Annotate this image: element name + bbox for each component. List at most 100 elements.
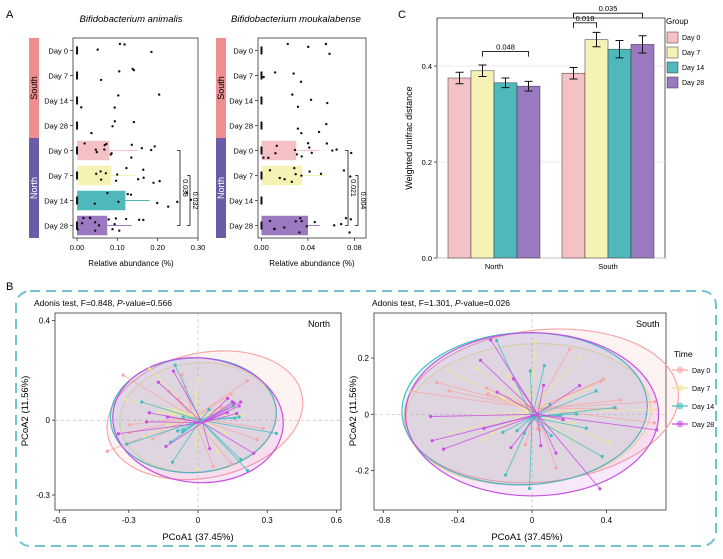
sample-point xyxy=(185,191,189,195)
sample-point xyxy=(489,338,493,342)
spider-line xyxy=(410,390,536,410)
sample-point xyxy=(447,389,451,393)
sample-point xyxy=(99,170,102,173)
sample-point xyxy=(239,400,243,404)
sample-point xyxy=(180,372,184,377)
sample-point xyxy=(151,437,155,441)
pcoa-legend: Time Day 0 Day 7 Day 14 Day 28 xyxy=(672,349,714,429)
y-tick-label: Day 14 xyxy=(229,197,253,206)
sample-point xyxy=(475,366,479,371)
sample-point xyxy=(142,168,145,171)
spider-line xyxy=(202,422,254,454)
sample-point xyxy=(158,179,161,183)
error-bar xyxy=(638,35,647,54)
sample-point xyxy=(655,428,659,432)
sample-point xyxy=(136,178,140,181)
sample-point xyxy=(324,42,328,46)
y-axis-label: PCoA2 (11.56%) xyxy=(348,376,359,447)
sample-point xyxy=(528,369,533,373)
sample-point xyxy=(574,412,579,416)
y-tick-label: Day 7 xyxy=(233,172,253,181)
sample-point xyxy=(150,50,153,54)
y-tick-label: Day 14 xyxy=(44,97,68,106)
legend-swatch xyxy=(666,61,679,74)
legend-label: Day 7 xyxy=(682,50,700,57)
pcoa-north: Adonis test, F=0.848, P-value=0.566 Nort… xyxy=(20,298,342,543)
sample-point xyxy=(325,122,328,126)
sample-point xyxy=(195,467,200,471)
sample-point xyxy=(171,369,175,373)
legend-marker xyxy=(676,366,684,374)
sample-point xyxy=(106,191,109,195)
sample-point xyxy=(142,218,145,222)
sample-point xyxy=(125,166,128,170)
legend-label: Day 28 xyxy=(692,422,714,429)
sample-point xyxy=(293,148,297,152)
sample-point xyxy=(482,426,486,430)
spider-line xyxy=(529,370,533,418)
sample-point xyxy=(93,229,97,232)
spider-line xyxy=(202,413,237,424)
sample-point xyxy=(124,397,128,401)
legend-label: Day 14 xyxy=(682,65,704,72)
legend-title: Time xyxy=(674,349,693,359)
sample-point xyxy=(96,48,99,51)
sample-point xyxy=(268,169,272,172)
y-axis-label: Weighted unifrac distance xyxy=(404,86,414,189)
spider-line xyxy=(144,414,196,438)
sample-point xyxy=(534,339,538,343)
spider-line xyxy=(531,416,603,457)
sample-point xyxy=(114,217,118,220)
sample-point xyxy=(219,405,223,409)
sample-point xyxy=(235,411,239,416)
y-tick-label: Day 14 xyxy=(44,197,68,206)
panel-b-dashed-border xyxy=(15,290,717,547)
spider-line xyxy=(528,357,581,412)
sample-point xyxy=(409,389,413,393)
sample-point xyxy=(446,368,451,372)
y-tick-label: Day 0 xyxy=(233,47,253,56)
adonis-text: Adonis test, F=0.848, P-value=0.566 xyxy=(34,298,172,308)
sample-point xyxy=(207,408,211,412)
spider-line xyxy=(195,414,226,434)
y-tick-label: 0.2 xyxy=(422,158,432,167)
sample-point xyxy=(478,358,483,362)
sample-point xyxy=(110,152,113,155)
x-tick-label: 0.6 xyxy=(331,516,343,525)
sample-point xyxy=(115,173,119,176)
x-tick-label: -0.8 xyxy=(376,516,390,525)
sample-point xyxy=(118,70,121,73)
north-strip-label: North xyxy=(29,177,39,199)
y-axis-label: PCoA2 (11.56%) xyxy=(20,376,31,447)
x-axis-label: Relative abundance (%) xyxy=(269,259,355,268)
sample-point xyxy=(114,179,118,182)
sample-point xyxy=(558,413,562,418)
sample-point xyxy=(344,216,348,220)
spider-line xyxy=(535,399,621,410)
sample-point xyxy=(601,377,605,381)
spider-line xyxy=(531,390,597,418)
sample-point xyxy=(166,205,170,208)
sample-point xyxy=(116,432,121,436)
sample-point xyxy=(242,413,246,417)
sample-point xyxy=(152,181,155,185)
sample-point xyxy=(252,451,256,455)
significance-label: 0.038 xyxy=(181,179,188,197)
spider-line xyxy=(529,417,533,489)
sample-point xyxy=(310,151,313,155)
sample-point xyxy=(149,148,153,152)
spider-line xyxy=(202,422,211,449)
spider-line xyxy=(146,421,203,424)
spider-line xyxy=(443,413,538,450)
sample-point xyxy=(300,131,303,135)
spider-line xyxy=(199,419,248,471)
sample-point xyxy=(95,172,98,176)
sample-point xyxy=(308,170,311,173)
panel-label-c: C xyxy=(398,9,406,21)
y-tick-label: 0 xyxy=(46,416,51,425)
sample-point xyxy=(486,392,490,396)
sample-point xyxy=(118,229,121,232)
sample-point xyxy=(165,415,170,419)
sample-point xyxy=(561,418,565,422)
sample-point xyxy=(107,218,110,221)
